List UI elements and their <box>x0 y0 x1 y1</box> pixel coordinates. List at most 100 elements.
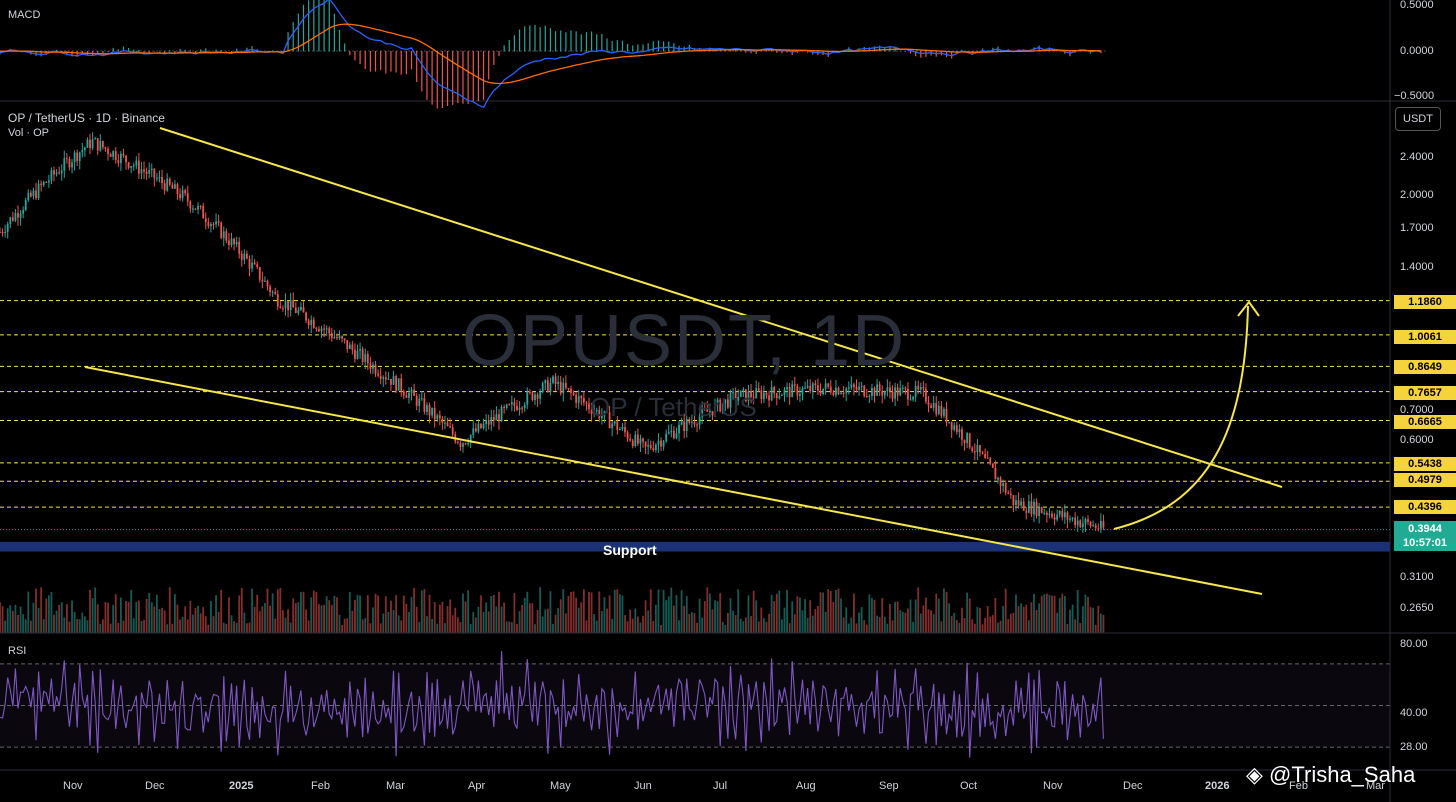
candle-body <box>122 153 125 156</box>
volume-bar <box>359 595 361 633</box>
candle-body <box>330 333 333 339</box>
time-label: Mar <box>1366 780 1385 792</box>
volume-bar <box>786 589 788 633</box>
macd-histogram-bar <box>421 51 423 92</box>
candle-body <box>845 388 848 394</box>
candle-body <box>907 388 909 400</box>
volume-bar <box>577 607 580 633</box>
candle-body <box>420 398 423 400</box>
volume-bar <box>269 605 271 633</box>
volume-bar <box>768 613 770 633</box>
candle-body <box>660 440 662 447</box>
volume-bar <box>47 595 50 633</box>
price-panel <box>0 127 1390 633</box>
currency-unit-button[interactable]: USDT <box>1395 107 1441 131</box>
rsi-tick-0: 80.00 <box>1400 638 1428 650</box>
candle-body <box>765 392 768 396</box>
volume-bar <box>912 622 914 633</box>
volume-bar <box>174 594 176 633</box>
volume-bar <box>688 613 691 633</box>
candle-body <box>372 364 374 369</box>
volume-bar <box>549 591 552 633</box>
time-label: Apr <box>468 780 486 792</box>
volume-bar <box>685 596 688 633</box>
volume-bar <box>423 589 426 633</box>
candle-body <box>534 394 536 401</box>
volume-bar <box>459 622 462 633</box>
volume-bar <box>703 601 706 633</box>
volume-bar <box>186 619 189 633</box>
candle-body <box>626 432 629 439</box>
candle-body <box>400 378 403 392</box>
volume-bar <box>1094 624 1097 633</box>
volume-bar <box>896 601 899 633</box>
candle-body <box>1025 510 1028 513</box>
candle-body <box>462 443 464 447</box>
candle-body <box>356 350 359 359</box>
candle-body <box>405 395 408 398</box>
level-badge-3: 0.7657 <box>1394 386 1456 400</box>
price-tick-4: 0.7000 <box>1400 404 1434 416</box>
volume-bar <box>302 591 305 633</box>
candle-body <box>1038 507 1041 517</box>
macd-histogram-bar <box>148 51 150 53</box>
macd-histogram-bar <box>976 51 978 52</box>
candle-body <box>752 396 755 399</box>
volume-bar <box>464 601 467 633</box>
candle-body <box>999 477 1002 486</box>
volume-bar <box>570 591 572 633</box>
volume-bar <box>917 587 920 633</box>
macd-histogram-bar <box>210 51 212 52</box>
macd-histogram-bar <box>611 41 613 52</box>
candle-body <box>300 307 302 310</box>
volume-bar <box>184 606 187 633</box>
candle-body <box>137 160 140 174</box>
macd-histogram-bar <box>925 51 927 57</box>
candle-body <box>667 432 670 434</box>
macd-histogram-bar <box>585 32 588 52</box>
candle-body <box>781 394 783 396</box>
level-badge-2: 0.8649 <box>1394 360 1456 374</box>
volume-bar <box>235 622 238 633</box>
macd-histogram-bar <box>482 51 485 100</box>
volume-bar <box>318 604 320 633</box>
candle-body <box>536 394 539 399</box>
macd-histogram-bar <box>549 28 552 52</box>
macd-histogram-bar <box>446 51 449 107</box>
candle-body <box>204 218 207 223</box>
candle-body <box>495 414 498 421</box>
macd-histogram-bar <box>652 41 654 52</box>
candle-body <box>127 162 130 168</box>
volume-bar <box>631 618 634 633</box>
watermark-symbol: OPUSDT, 1D <box>462 301 907 381</box>
candle-body <box>1074 517 1077 526</box>
volume-bar <box>11 610 14 633</box>
volume-bar <box>81 612 84 633</box>
volume-bar <box>1022 606 1025 633</box>
macd-histogram-bar <box>590 31 593 52</box>
volume-bar <box>865 624 868 633</box>
volume-bar <box>806 617 809 633</box>
candle-body <box>258 267 261 280</box>
volume-bar <box>130 589 133 633</box>
candle-body <box>444 422 446 424</box>
volume-bar <box>955 620 958 633</box>
volume-bar <box>276 589 279 633</box>
macd-histogram-bar <box>493 51 495 65</box>
candle-body <box>94 138 97 140</box>
candle-body <box>225 231 228 241</box>
volume-bar <box>438 604 441 633</box>
candle-body <box>482 423 485 429</box>
candle-body <box>768 395 770 401</box>
volume-bar <box>763 618 765 633</box>
candle-body <box>778 395 781 399</box>
macd-histogram-bar <box>333 13 335 52</box>
candle-body <box>310 319 313 326</box>
candle-body <box>235 241 238 245</box>
volume-bar <box>433 602 436 633</box>
macd-histogram-bar <box>570 30 572 52</box>
candle-body <box>945 408 948 423</box>
candle-body <box>631 440 634 447</box>
volume-bar <box>724 624 727 633</box>
